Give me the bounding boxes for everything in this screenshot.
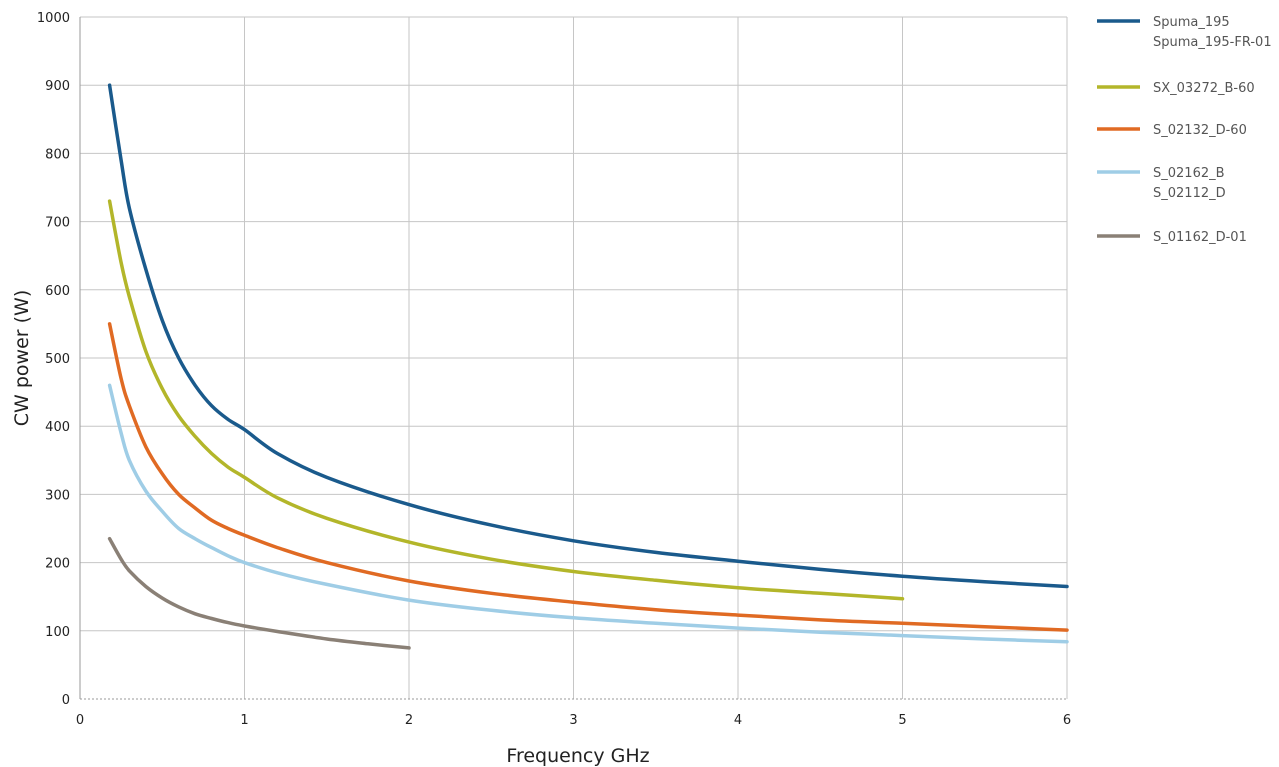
legend-label: S_01162_D-01 — [1153, 230, 1247, 245]
legend-item: S_02162_B S_02112_D — [1097, 166, 1226, 201]
x-tick-label: 2 — [405, 713, 413, 728]
x-tick-label: 6 — [1063, 713, 1071, 728]
x-tick-label: 5 — [898, 713, 906, 728]
legend-label-line2: S_02112_D — [1153, 186, 1226, 201]
legend-label: S_02162_B — [1153, 166, 1225, 181]
x-tick-label: 0 — [76, 713, 84, 728]
series-line-4 — [107, 383, 1069, 644]
axes — [79, 17, 1067, 700]
x-tick-label: 1 — [240, 713, 248, 728]
legend-label: Spuma_195 — [1153, 15, 1230, 30]
y-axis-ticks: 0 100 200 300 400 500 600 700 800 900 1000 — [37, 11, 70, 708]
y-tick-label: 1000 — [37, 11, 70, 26]
legend-label-line2: Spuma_195-FR-01 — [1153, 35, 1272, 50]
legend-label: SX_03272_B-60 — [1153, 81, 1255, 96]
legend-item: SX_03272_B-60 — [1097, 81, 1255, 96]
y-tick-label: 0 — [62, 693, 70, 708]
legend-label: S_02132_D-60 — [1153, 123, 1247, 138]
y-tick-label: 400 — [45, 420, 70, 435]
y-tick-label: 700 — [45, 216, 70, 231]
y-tick-label: 500 — [45, 352, 70, 367]
series-line-2 — [107, 199, 905, 601]
grid — [80, 16, 1068, 699]
series-line-3 — [107, 322, 1069, 632]
series-lines — [107, 83, 1069, 650]
x-tick-label: 3 — [569, 713, 577, 728]
x-axis-ticks: 0 1 2 3 4 5 6 — [76, 713, 1071, 728]
series-line-1 — [107, 83, 1069, 589]
x-tick-label: 4 — [734, 713, 742, 728]
y-tick-label: 900 — [45, 79, 70, 94]
y-tick-label: 300 — [45, 488, 70, 503]
series-line-5 — [107, 536, 411, 650]
legend: Spuma_195 Spuma_195-FR-01 SX_03272_B-60 S_0… — [1097, 15, 1272, 245]
legend-item: Spuma_195 Spuma_195-FR-01 — [1097, 15, 1272, 50]
y-tick-label: 100 — [45, 625, 70, 640]
y-tick-label: 200 — [45, 557, 70, 572]
x-axis-title: Frequency GHz — [506, 745, 649, 767]
y-axis-title: CW power (W) — [11, 290, 33, 426]
y-tick-label: 800 — [45, 147, 70, 162]
legend-item: S_01162_D-01 — [1097, 230, 1247, 245]
legend-item: S_02132_D-60 — [1097, 123, 1247, 138]
y-tick-label: 600 — [45, 284, 70, 299]
